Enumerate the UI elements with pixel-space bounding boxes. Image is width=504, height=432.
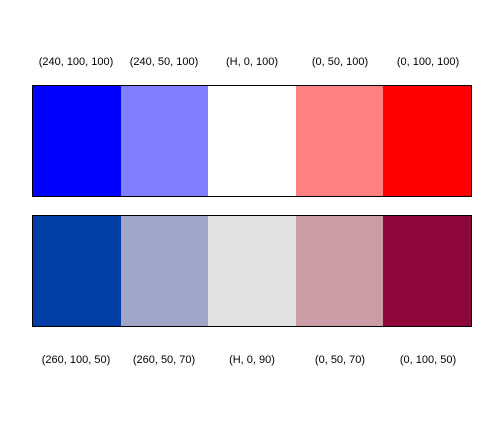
swatch-label: (H, 0, 100)	[226, 56, 278, 68]
swatch-label: (0, 100, 100)	[396, 56, 460, 68]
bottom-palette-strip	[32, 215, 472, 327]
swatch-label: (240, 100, 100)	[38, 56, 114, 68]
color-swatch	[208, 216, 296, 326]
swatch-label: (H, 0, 90)	[229, 354, 275, 366]
bottom-palette-labels: (260, 100, 50) (260, 50, 70) (H, 0, 90) …	[32, 352, 472, 368]
color-swatch	[120, 86, 209, 196]
color-swatch	[208, 86, 296, 196]
swatch-label: (0, 100, 50)	[399, 354, 457, 366]
swatch-label: (240, 50, 100)	[129, 56, 199, 68]
color-swatch	[33, 216, 121, 326]
color-swatch	[295, 86, 384, 196]
color-swatch	[383, 86, 471, 196]
swatch-label: (260, 100, 50)	[41, 354, 111, 366]
color-swatch	[295, 216, 384, 326]
top-palette-labels: (240, 100, 100) (240, 50, 100) (H, 0, 10…	[32, 54, 472, 70]
color-swatch	[33, 86, 121, 196]
swatch-label: (260, 50, 70)	[132, 354, 196, 366]
color-swatch	[120, 216, 209, 326]
top-palette-strip	[32, 85, 472, 197]
swatch-label: (0, 50, 70)	[314, 354, 366, 366]
color-swatch	[383, 216, 471, 326]
swatch-label: (0, 50, 100)	[311, 56, 369, 68]
